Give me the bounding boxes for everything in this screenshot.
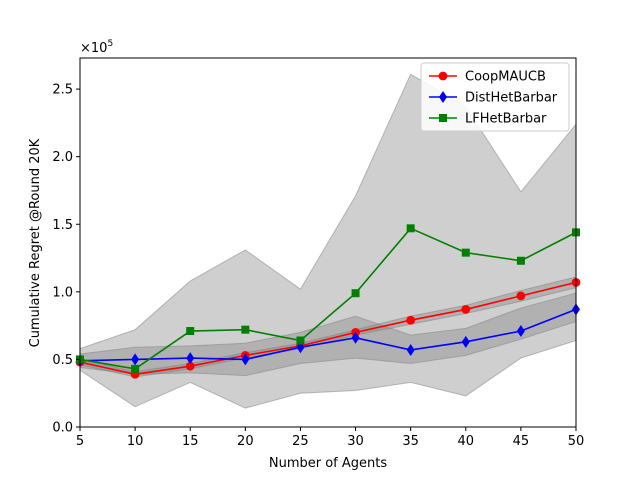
legend: CoopMAUCB DistHetBarbar LFHetBarbar [420,62,570,132]
y-tick-label-0: 0.0 [52,421,73,436]
series-lines [79,227,577,376]
point-series-2-1 [131,364,140,373]
point-series-2-5 [351,289,360,298]
point-series-1-8 [516,325,525,338]
point-series-1-7 [461,335,470,348]
x-tick-label-0: 5 [76,434,84,449]
x-tick-label-5: 30 [347,434,364,449]
point-series-2-4 [296,336,305,345]
legend-label-0: CoopMAUCB [465,70,546,85]
point-series-2-6 [406,224,415,233]
plot-frame [79,57,577,428]
point-series-2-7 [461,248,470,257]
y-tick-label-4: 2.0 [52,150,73,165]
point-series-1-5 [351,331,360,344]
x-tick-label-6: 35 [402,434,419,449]
point-series-1-3 [241,353,250,366]
legend-label-2: LFHetBarbar [465,112,547,127]
point-series-0-7 [461,305,471,314]
x-tick-label-4: 25 [292,434,309,449]
legend-marker-0 [438,71,448,81]
y-tick-label-5: 2.5 [52,83,73,98]
x-axis-label: Number of Agents [269,456,387,471]
point-series-0-8 [516,291,526,301]
y-axis-label: Cumulative Regret @Round 20K [28,138,43,347]
x-tick-label-9: 50 [568,434,585,449]
y-tick-label-2: 1.0 [52,285,73,300]
legend-box [420,62,570,132]
legend-marker-1 [439,91,447,103]
x-tick-label-1: 10 [127,434,144,449]
y-tick-label-3: 1.5 [52,218,73,233]
y-tick-label-1: 0.5 [52,353,73,368]
legend-marker-2 [439,114,447,122]
line-series-2 [79,227,577,370]
point-series-2-2 [186,327,195,336]
line-series-0 [79,281,577,376]
y-axis-multiplier: ×105 [80,39,113,56]
point-series-2-3 [241,325,250,334]
x-tick-label-2: 15 [182,434,199,449]
axes [79,57,577,428]
point-series-0-2 [185,361,195,371]
x-tick-label-8: 45 [513,434,530,449]
x-tick-label-7: 40 [458,434,475,449]
point-series-1-1 [131,353,140,366]
legend-label-1: DistHetBarbar [465,91,558,106]
point-series-1-2 [186,352,195,365]
y-axis-multiplier-base: ×10 [80,41,107,56]
point-series-2-8 [516,256,525,265]
line-series-1 [79,308,577,362]
point-series-1-6 [406,343,415,356]
x-tick-label-3: 20 [237,434,254,449]
point-series-0-6 [406,315,416,325]
x-axis-ticks: 5 10 15 20 25 30 35 40 45 50 [76,427,584,449]
y-axis-ticks: 0.0 0.5 1.0 1.5 2.0 2.5 [52,83,80,436]
y-axis-multiplier-exponent: 5 [107,39,113,49]
